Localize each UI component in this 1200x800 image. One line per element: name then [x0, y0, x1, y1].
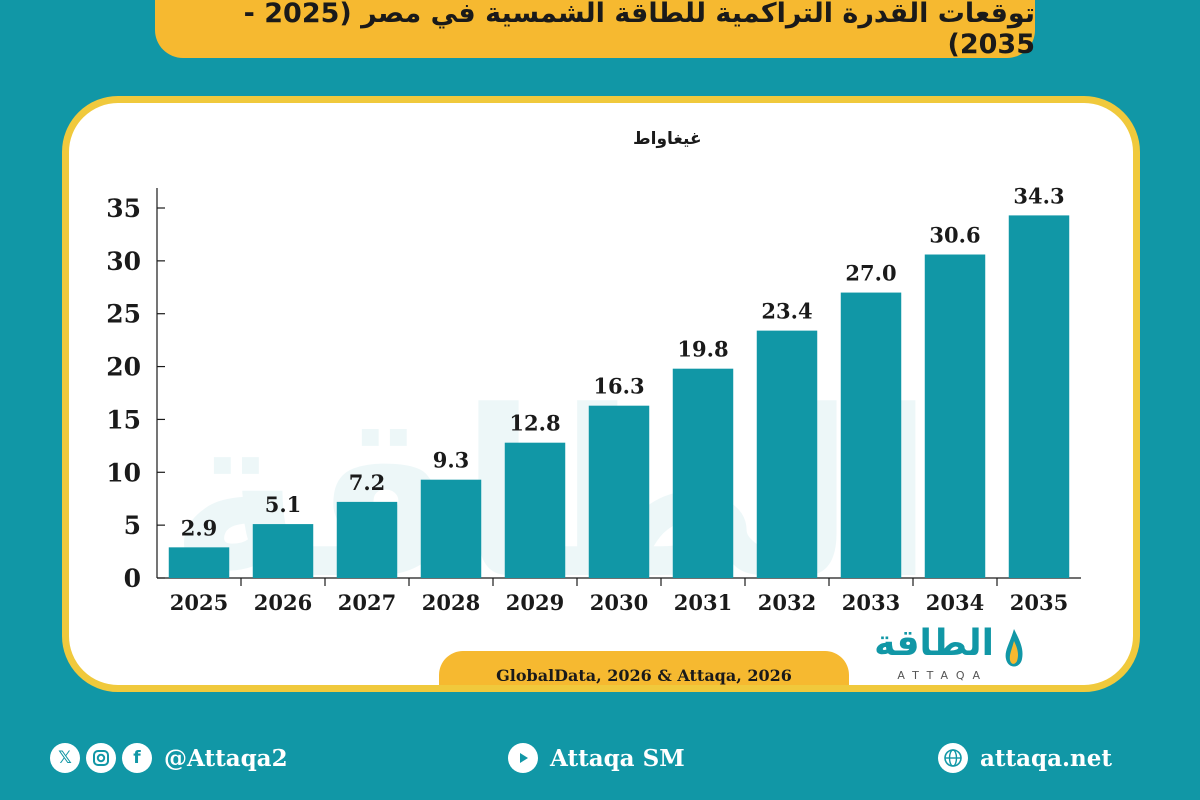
globe-icon[interactable] — [938, 743, 968, 773]
data-label: 2.9 — [181, 515, 218, 540]
facebook-icon[interactable]: f — [122, 743, 152, 773]
website-group: attaqa.net — [938, 730, 1112, 786]
bar — [924, 254, 986, 578]
youtube-label[interactable]: Attaqa SM — [550, 744, 685, 772]
bar — [168, 547, 230, 578]
source-text: GlobalData, 2026 & Attaqa, 2026 — [496, 665, 792, 685]
x-tick-label: 2025 — [170, 590, 228, 615]
data-label: 12.8 — [509, 411, 560, 436]
y-tick-label: 15 — [106, 405, 141, 434]
bar — [336, 501, 398, 578]
x-tick-label: 2035 — [1010, 590, 1068, 615]
x-icon[interactable]: 𝕏 — [50, 743, 80, 773]
y-tick-label: 0 — [124, 564, 141, 593]
attaqa-logo: الطاقة ATTAQA — [814, 623, 1034, 685]
y-tick-label: 25 — [106, 300, 141, 329]
x-tick-label: 2032 — [758, 590, 816, 615]
flame-icon — [1005, 629, 1023, 667]
data-label: 5.1 — [265, 492, 302, 517]
data-label: 9.3 — [433, 448, 470, 473]
bar — [252, 524, 314, 578]
social-handle[interactable]: @Attaqa2 — [164, 744, 288, 772]
source-pill: GlobalData, 2026 & Attaqa, 2026 — [439, 651, 849, 685]
data-label: 7.2 — [349, 470, 386, 495]
instagram-icon[interactable] — [86, 743, 116, 773]
data-label: 27.0 — [845, 261, 896, 286]
x-tick-label: 2030 — [590, 590, 648, 615]
x-tick-label: 2028 — [422, 590, 480, 615]
bar — [840, 292, 902, 578]
y-tick-label: 20 — [106, 353, 141, 382]
bar — [1008, 215, 1070, 578]
y-tick-label: 35 — [106, 194, 141, 223]
x-tick-label: 2034 — [926, 590, 984, 615]
bar — [504, 442, 566, 578]
youtube-group: Attaqa SM — [508, 730, 685, 786]
x-tick-label: 2027 — [338, 590, 396, 615]
website-link[interactable]: attaqa.net — [980, 744, 1113, 772]
chart-card: الطاقة غيغاواط 051015202530352.920255.12… — [62, 96, 1140, 692]
data-label: 16.3 — [593, 374, 644, 399]
logo-english: ATTAQA — [897, 669, 988, 682]
x-tick-label: 2033 — [842, 590, 900, 615]
chart-title: توقعات القدرة التراكمية للطاقة الشمسية ف… — [243, 0, 1035, 60]
logo-arabic: الطاقة — [874, 623, 994, 664]
x-tick-label: 2031 — [674, 590, 732, 615]
y-tick-label: 30 — [106, 247, 141, 276]
y-tick-label: 5 — [124, 511, 141, 540]
bar — [672, 368, 734, 578]
data-label: 30.6 — [929, 223, 980, 248]
data-label: 34.3 — [1013, 183, 1064, 208]
y-tick-label: 10 — [106, 458, 141, 487]
unit-label: غيغاواط — [633, 129, 702, 149]
bar-chart: 051015202530352.920255.120267.220279.320… — [106, 183, 1081, 615]
title-banner: توقعات القدرة التراكمية للطاقة الشمسية ف… — [155, 0, 1035, 60]
footer: 𝕏 f @Attaqa2 Attaqa SM attaqa.net — [0, 730, 1200, 786]
bar — [588, 405, 650, 578]
data-label: 23.4 — [761, 299, 812, 324]
x-tick-label: 2029 — [506, 590, 564, 615]
data-label: 19.8 — [677, 337, 728, 362]
bar — [420, 479, 482, 578]
youtube-icon[interactable] — [508, 743, 538, 773]
bar — [756, 330, 818, 578]
x-tick-label: 2026 — [254, 590, 312, 615]
social-group: 𝕏 f @Attaqa2 — [50, 730, 288, 786]
